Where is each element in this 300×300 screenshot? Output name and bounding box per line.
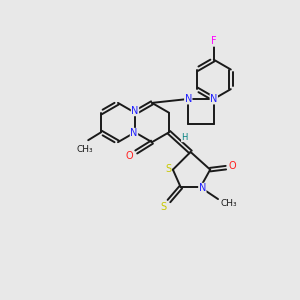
Text: F: F [211, 36, 217, 46]
Text: N: N [184, 94, 192, 104]
Text: O: O [126, 151, 133, 161]
Text: S: S [160, 202, 166, 212]
Text: N: N [131, 106, 139, 116]
Text: CH₃: CH₃ [221, 199, 238, 208]
Text: N: N [210, 94, 218, 104]
Text: H: H [182, 133, 188, 142]
Text: S: S [165, 164, 171, 174]
Text: N: N [130, 128, 138, 138]
Text: CH₃: CH₃ [77, 145, 94, 154]
Text: N: N [199, 183, 206, 193]
Text: O: O [229, 161, 237, 171]
